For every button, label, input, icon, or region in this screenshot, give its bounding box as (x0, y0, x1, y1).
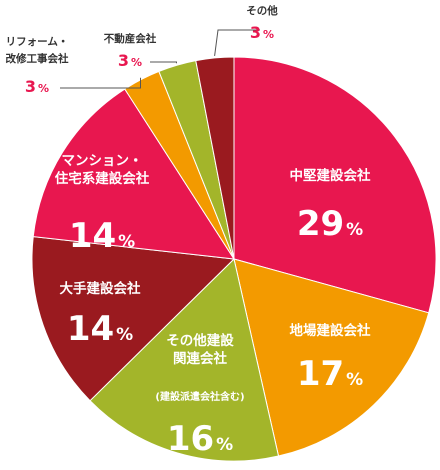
leader-line-6 (150, 61, 177, 64)
slice-value-7: 3% (250, 23, 274, 42)
pie-slice-3 (31, 236, 236, 402)
pie-slice-2 (89, 258, 280, 462)
slice-value-6: 3% (118, 51, 142, 70)
slice-note-2: (建設派遣会社含む) (155, 390, 244, 403)
slice-label-7-0: その他 (246, 4, 278, 17)
leader-line-5 (60, 77, 141, 89)
slice-label-1-0: 地場建設会社 (290, 322, 371, 339)
slice-label-4-0: マンション・ (62, 153, 143, 169)
slice-value-3: 14% (67, 309, 133, 349)
pie-slice-4 (32, 88, 235, 260)
slice-value-5: 3% (25, 77, 49, 96)
leader-line-7 (214, 29, 260, 56)
slice-label-2-0: その他建設 (166, 332, 234, 349)
slice-label-3-0: 大手建設会社 (60, 280, 141, 297)
slice-value-4: 14% (69, 216, 135, 256)
slice-label-5-0: リフォーム・ (6, 36, 69, 48)
slice-label-0-0: 中堅建設会社 (290, 167, 371, 184)
slice-label-2-1: 関連会社 (173, 350, 227, 367)
pie-slice-1 (233, 258, 430, 457)
pie-slice-7 (195, 56, 235, 260)
slice-value-2: 16% (167, 419, 233, 459)
slice-value-0: 29% (297, 204, 363, 244)
pie-slice-0 (233, 56, 437, 314)
slice-label-6-0: 不動産会社 (104, 32, 157, 45)
slice-value-1: 17% (297, 354, 363, 394)
slice-label-4-1: 住宅系建設会社 (55, 170, 150, 187)
slice-label-5-1: 改修工事会社 (6, 52, 69, 65)
